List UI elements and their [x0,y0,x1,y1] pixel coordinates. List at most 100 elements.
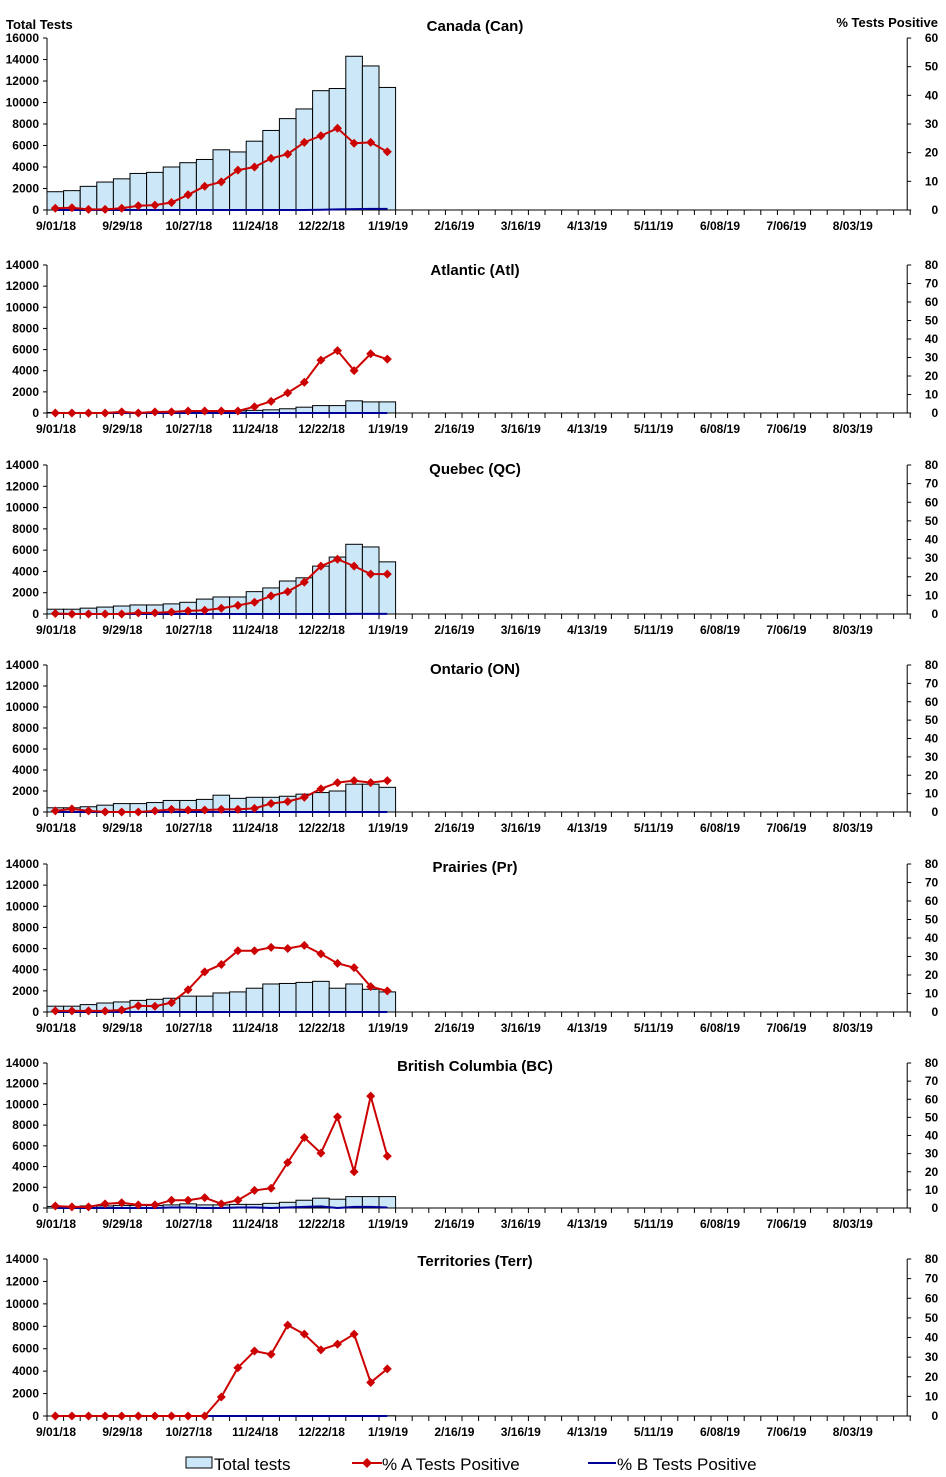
right-tick-label: 0 [932,1201,939,1215]
point-pct-b [370,1415,372,1417]
point-pct-b [337,1011,338,1013]
point-pct-a [84,408,93,418]
x-tick-label: 9/29/18 [102,1021,142,1035]
x-tick-label: 5/11/19 [634,1021,674,1035]
point-pct-a [84,1202,93,1212]
point-pct-b [337,613,338,615]
point-pct-a [50,806,60,816]
point-pct-a [250,597,259,607]
point-pct-b [353,1206,355,1208]
point-pct-a [299,1132,309,1142]
point-pct-b [254,1415,255,1417]
point-pct-a [200,181,210,191]
x-tick-label: 6/08/19 [700,422,740,436]
point-pct-b [270,209,272,211]
point-pct-a [333,958,342,968]
point-pct-b [220,613,222,615]
point-pct-a [333,123,342,133]
point-pct-b [187,1206,189,1208]
bar-total-tests [312,792,330,813]
bar-total-tests [278,118,297,211]
left-tick-label: 10000 [6,1097,40,1111]
left-tick-label: 16000 [6,31,40,45]
point-pct-a [117,203,127,213]
point-pct-b [337,1415,338,1417]
x-tick-label: 11/24/18 [232,1217,278,1231]
right-tick-label: 70 [925,277,939,291]
line-pct-a [55,1323,388,1417]
x-tick-label: 6/08/19 [700,1217,740,1231]
left-tick-label: 10000 [6,96,40,110]
panel-4: Prairies (Pr) 0 2000 4000 6000 8000 10000 12000… [6,857,939,1035]
x-tick-label: 11/24/18 [232,1021,278,1035]
point-pct-a [167,1195,176,1205]
bar-total-tests [312,565,330,615]
point-pct-a [382,986,392,996]
point-pct-a [349,776,359,786]
bar-total-tests [312,980,330,1013]
point-pct-a [200,1411,210,1421]
point-pct-a [349,1167,359,1177]
point-pct-a [233,600,243,610]
point-pct-b [287,1415,289,1417]
point-pct-a [150,200,160,210]
point-pct-b [370,412,372,414]
left-tick-label: 0 [32,805,39,819]
panel-5: British Columbia (BC) 0 2000 4000 6000 8000 10… [6,1056,939,1231]
point-pct-a [299,792,309,802]
left-tick-label: 8000 [12,721,39,735]
x-tick-label: 7/06/19 [766,821,806,835]
point-pct-b [386,613,388,615]
point-pct-a [150,1200,160,1210]
left-tick-label: 2000 [12,1387,39,1401]
right-tick-label: 80 [925,857,939,871]
right-tick-label: 10 [925,588,939,602]
x-tick-label: 3/16/19 [501,1021,541,1035]
left-tick-label: 8000 [12,321,39,335]
point-pct-a [216,177,226,187]
left-tick-label: 14000 [6,1056,40,1070]
right-tick-label: 50 [925,1110,939,1124]
point-pct-a [150,407,160,417]
legend-a-marker [362,1458,372,1468]
x-tick-label: 6/08/19 [700,1021,740,1035]
right-tick-label: 60 [925,1291,939,1305]
x-tick-label: 3/16/19 [501,1425,541,1439]
left-tick-label: 2000 [12,586,39,600]
x-tick-label: 2/16/19 [434,1021,474,1035]
x-tick-label: 5/11/19 [634,623,674,637]
x-tick-label: 8/03/19 [833,219,873,233]
point-pct-a [67,609,77,619]
x-tick-label: 11/24/18 [232,821,278,835]
point-pct-b [337,811,338,813]
point-pct-a [133,1411,143,1421]
right-tick-label: 60 [925,495,939,509]
x-tick-label: 7/06/19 [766,623,806,637]
bar-total-tests [179,162,197,211]
point-pct-b [370,811,372,813]
x-tick-label: 4/13/19 [567,1217,607,1231]
left-tick-label: 14000 [6,1252,40,1266]
legend: Total tests % A Tests Positive % B Tests… [185,1455,757,1474]
point-pct-a [133,408,143,418]
point-pct-b [270,1415,272,1417]
right-tick-label: 60 [925,695,939,709]
point-pct-b [254,1206,255,1208]
left-tick-label: 4000 [12,160,39,174]
x-tick-label: 7/06/19 [766,1217,806,1231]
point-pct-a [133,608,143,618]
point-pct-b [270,1207,272,1209]
left-tick-label: 14000 [6,658,40,672]
left-tick-label: 4000 [12,364,39,378]
point-pct-b [386,1206,388,1208]
point-pct-b [353,613,355,615]
x-tick-label: 3/16/19 [501,422,541,436]
point-pct-a [250,1185,259,1195]
left-tick-label: 12000 [6,1274,40,1288]
bar-total-tests [245,140,264,211]
point-pct-b [370,208,372,210]
x-tick-label: 2/16/19 [434,219,474,233]
panel-0: Canada (Can) 0 2000 4000 6000 8000 10000 12000 1… [6,18,939,233]
right-tick-label: 30 [925,1350,939,1364]
left-tick-label: 2000 [12,784,39,798]
